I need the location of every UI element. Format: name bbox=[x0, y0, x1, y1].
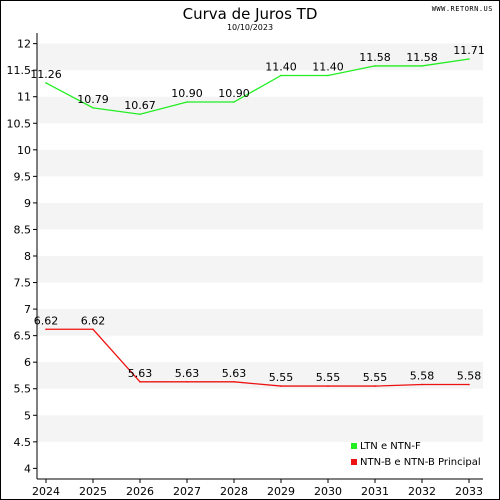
data-point bbox=[421, 383, 423, 386]
y-tick-label: 5.5 bbox=[14, 383, 32, 396]
data-point bbox=[92, 107, 94, 109]
data-point bbox=[92, 328, 94, 331]
x-tick-label: 2024 bbox=[32, 485, 60, 498]
data-label: 10.90 bbox=[218, 87, 250, 100]
y-tick-label: 4 bbox=[24, 462, 31, 475]
data-point bbox=[327, 385, 329, 387]
y-tick-label: 6 bbox=[24, 356, 31, 369]
data-point bbox=[45, 328, 47, 331]
series-line-1 bbox=[45, 58, 470, 115]
data-point bbox=[139, 381, 141, 383]
y-tick-label: 8.5 bbox=[14, 223, 32, 236]
x-tick-label: 2030 bbox=[314, 485, 342, 498]
data-point bbox=[139, 113, 141, 116]
chart-title: Curva de Juros TD bbox=[182, 5, 318, 23]
y-tick-label: 5 bbox=[24, 409, 31, 422]
legend-swatch bbox=[351, 459, 357, 465]
data-point bbox=[280, 74, 282, 77]
data-point bbox=[233, 381, 235, 383]
data-label: 5.55 bbox=[363, 371, 388, 384]
data-label: 5.58 bbox=[457, 369, 482, 382]
data-point bbox=[468, 58, 470, 60]
data-label: 6.62 bbox=[34, 314, 59, 327]
data-label: 5.55 bbox=[269, 371, 294, 384]
y-tick-label: 6.5 bbox=[14, 330, 32, 343]
y-tick-label: 7.5 bbox=[14, 277, 32, 290]
x-tick-label: 2031 bbox=[361, 485, 389, 498]
grid-band bbox=[37, 415, 483, 442]
x-tick-label: 2033 bbox=[455, 485, 483, 498]
data-label: 5.58 bbox=[410, 369, 435, 382]
data-label: 11.40 bbox=[265, 60, 297, 73]
data-point bbox=[233, 101, 235, 103]
data-point bbox=[421, 65, 423, 67]
data-label: 10.67 bbox=[124, 99, 156, 112]
x-tick-label: 2029 bbox=[267, 485, 295, 498]
data-point bbox=[374, 385, 376, 387]
grid-band bbox=[37, 202, 483, 230]
data-point bbox=[186, 381, 188, 383]
data-point bbox=[186, 101, 188, 103]
y-tick-label: 4.5 bbox=[14, 436, 32, 449]
grid-band bbox=[37, 309, 483, 336]
y-tick-label: 12 bbox=[17, 38, 31, 51]
x-tick-label: 2028 bbox=[220, 485, 248, 498]
series-line-2 bbox=[46, 328, 469, 387]
y-tick-label: 10.5 bbox=[7, 117, 32, 130]
y-tick-label: 7 bbox=[24, 303, 31, 316]
y-tick-label: 8 bbox=[24, 250, 31, 263]
data-label: 11.26 bbox=[30, 68, 62, 81]
grid-band bbox=[37, 256, 483, 283]
data-label: 5.63 bbox=[175, 367, 200, 380]
x-tick-label: 2032 bbox=[408, 485, 436, 498]
data-point bbox=[468, 383, 470, 386]
legend-swatch bbox=[351, 443, 357, 449]
grid-band bbox=[37, 149, 483, 177]
x-tick-label: 2027 bbox=[173, 485, 201, 498]
data-label: 11.58 bbox=[406, 51, 438, 64]
data-label: 5.63 bbox=[222, 367, 247, 380]
data-label: 5.55 bbox=[316, 371, 341, 384]
x-tick-label: 2026 bbox=[126, 485, 154, 498]
legend-label: NTN-B e NTN-B Principal bbox=[360, 457, 481, 468]
legend-label: LTN e NTN-F bbox=[360, 441, 421, 452]
watermark: WWW.RETORN.US bbox=[431, 5, 493, 13]
data-label: 6.62 bbox=[81, 314, 106, 327]
y-tick-label: 9 bbox=[24, 197, 31, 210]
data-label: 11.71 bbox=[453, 44, 485, 57]
y-tick-label: 9.5 bbox=[14, 170, 32, 183]
x-tick-label: 2025 bbox=[79, 485, 107, 498]
data-point bbox=[280, 385, 282, 387]
data-point bbox=[327, 74, 329, 77]
y-tick-label: 11.5 bbox=[7, 64, 32, 77]
chart-date: 10/10/2023 bbox=[226, 23, 274, 32]
data-point bbox=[45, 82, 47, 84]
y-tick-label: 10 bbox=[17, 144, 31, 157]
data-label: 11.40 bbox=[312, 60, 344, 73]
data-label: 10.90 bbox=[171, 87, 203, 100]
y-tick-label: 11 bbox=[17, 91, 31, 104]
data-label: 10.79 bbox=[77, 93, 109, 106]
data-label: 5.63 bbox=[128, 367, 153, 380]
data-label: 11.58 bbox=[359, 51, 391, 64]
data-point bbox=[374, 65, 376, 67]
